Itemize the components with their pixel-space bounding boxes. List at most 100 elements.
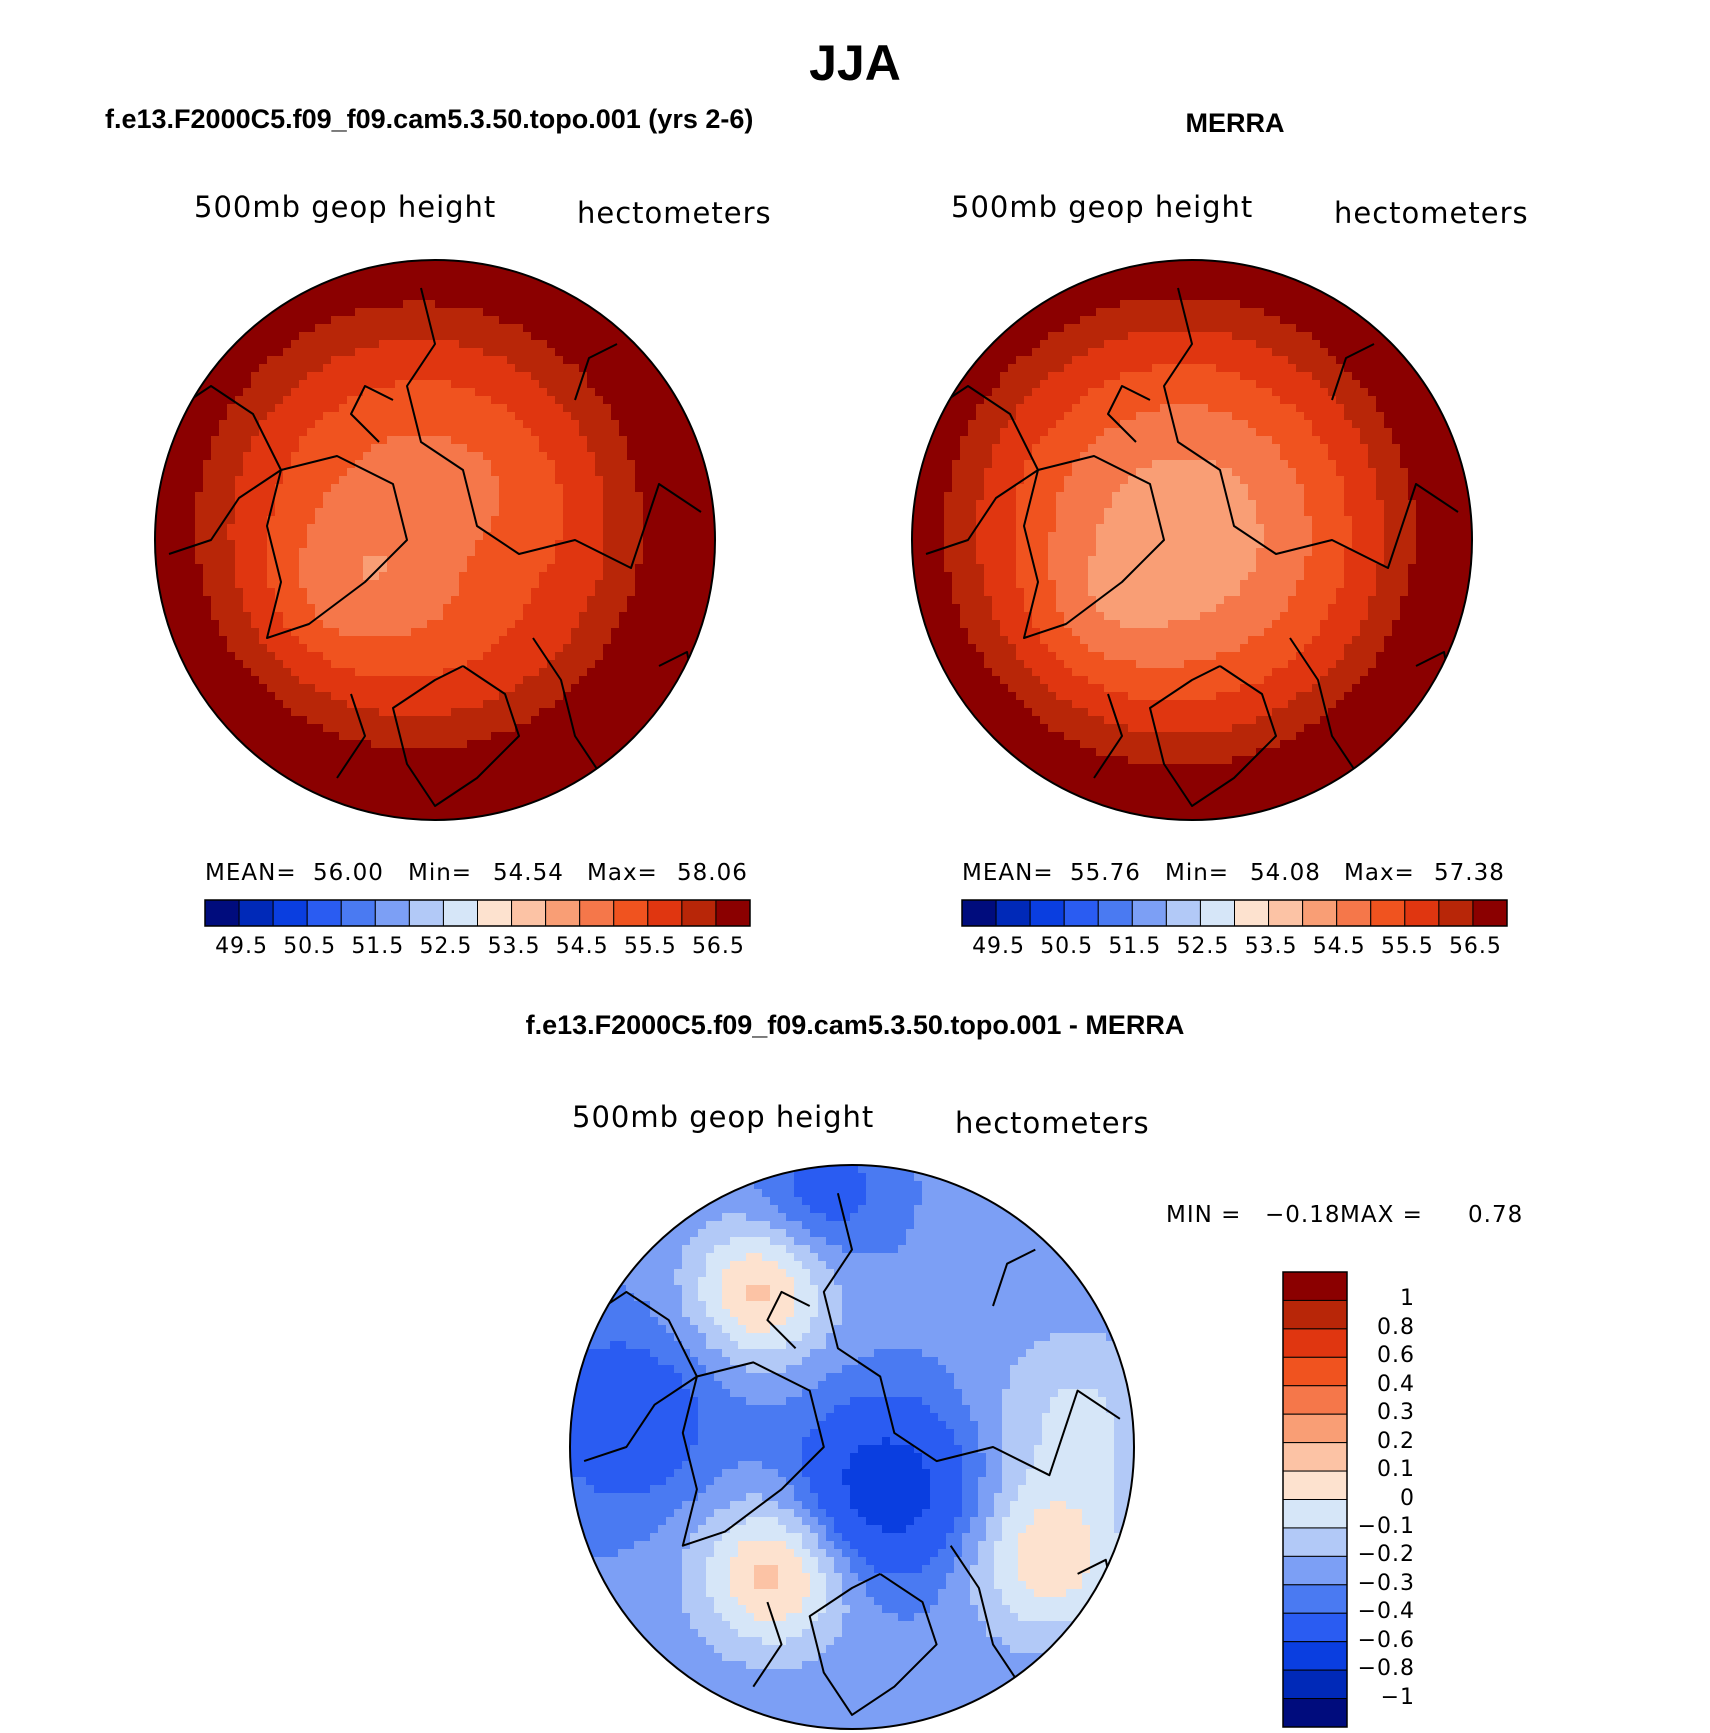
field-cell <box>691 468 700 477</box>
field-cell <box>523 764 532 773</box>
field-cell <box>419 804 428 813</box>
field-cell <box>403 492 412 501</box>
field-cell <box>1328 332 1337 341</box>
field-cell <box>411 580 420 589</box>
field-cell <box>339 524 348 533</box>
field-cell <box>403 588 412 597</box>
field-cell <box>587 572 596 581</box>
field-cell <box>307 476 316 485</box>
field-cell <box>371 660 380 669</box>
field-cell <box>235 588 244 597</box>
field-cell <box>403 404 412 413</box>
field-cell <box>195 388 204 397</box>
field-cell <box>291 340 300 349</box>
field-cell <box>571 724 580 733</box>
field-cell <box>595 588 604 597</box>
field-cell <box>243 692 252 701</box>
field-cell <box>291 284 300 293</box>
field-cell <box>379 740 388 749</box>
field-cell <box>603 676 612 685</box>
field-cell <box>499 340 508 349</box>
field-cell <box>667 500 676 509</box>
field-cell <box>667 484 676 493</box>
field-cell <box>251 644 260 653</box>
field-cell <box>379 388 388 397</box>
field-cell <box>275 452 284 461</box>
field-cell <box>291 700 300 709</box>
field-cell <box>299 780 308 789</box>
field-cell <box>227 700 236 709</box>
field-cell <box>259 524 268 533</box>
field-cell <box>179 652 188 661</box>
field-cell <box>331 444 340 453</box>
field-cell <box>387 740 396 749</box>
field-cell <box>331 348 340 357</box>
field-cell <box>1336 308 1345 317</box>
field-cell <box>571 788 580 797</box>
field-cell <box>275 508 284 517</box>
field-cell <box>1256 348 1265 357</box>
field-cell <box>1160 300 1169 309</box>
field-cell <box>411 756 420 765</box>
field-cell <box>1224 332 1233 341</box>
field-cell <box>491 468 500 477</box>
field-cell <box>243 492 252 501</box>
field-cell <box>571 428 580 437</box>
field-cell <box>443 556 452 565</box>
field-cell <box>1184 292 1193 301</box>
field-cell <box>1256 268 1265 277</box>
field-cell <box>307 796 316 805</box>
field-cell <box>259 684 268 693</box>
field-cell <box>1200 372 1209 381</box>
field-cell <box>427 428 436 437</box>
field-cell <box>243 636 252 645</box>
field-cell <box>299 516 308 525</box>
field-cell <box>227 524 236 533</box>
field-cell <box>155 516 164 525</box>
field-cell <box>315 724 324 733</box>
field-cell <box>499 388 508 397</box>
field-cell <box>1032 292 1041 301</box>
field-cell <box>1360 364 1369 373</box>
field-cell <box>299 668 308 677</box>
field-cell <box>315 772 324 781</box>
field-cell <box>203 644 212 653</box>
field-cell <box>499 364 508 373</box>
field-cell <box>195 676 204 685</box>
field-cell <box>1032 356 1041 365</box>
field-cell <box>283 404 292 413</box>
field-cell <box>307 372 316 381</box>
field-cell <box>315 316 324 325</box>
field-cell <box>635 532 644 541</box>
field-cell <box>1224 260 1233 269</box>
field-cell <box>1264 372 1273 381</box>
field-cell <box>323 692 332 701</box>
field-cell <box>1048 300 1057 309</box>
field-cell <box>331 804 340 813</box>
field-cell <box>1072 364 1081 373</box>
field-cell <box>379 332 388 341</box>
field-cell <box>371 764 380 773</box>
field-cell <box>435 500 444 509</box>
field-cell <box>163 500 172 509</box>
field-cell <box>291 676 300 685</box>
field-cell <box>475 436 484 445</box>
field-cell <box>1128 316 1137 325</box>
field-cell <box>563 340 572 349</box>
field-cell <box>307 532 316 541</box>
field-cell <box>643 668 652 677</box>
field-cell <box>619 364 628 373</box>
field-cell <box>1360 348 1369 357</box>
field-cell <box>1080 356 1089 365</box>
field-cell <box>387 756 396 765</box>
field-cell <box>667 580 676 589</box>
field-cell <box>627 460 636 469</box>
field-cell <box>427 764 436 773</box>
field-cell <box>219 564 228 573</box>
field-cell <box>659 604 668 613</box>
field-cell <box>259 644 268 653</box>
field-cell <box>435 796 444 805</box>
field-cell <box>291 524 300 533</box>
field-cell <box>379 700 388 709</box>
field-cell <box>587 724 596 733</box>
